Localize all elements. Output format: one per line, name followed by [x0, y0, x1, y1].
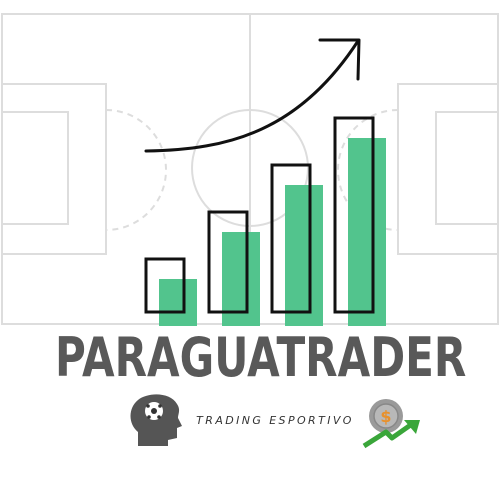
bar-chart [144, 116, 386, 326]
brand-name: PARAGUATRADER [55, 326, 467, 389]
svg-text:$: $ [380, 407, 391, 426]
dollar-coin-with-rising-arrow-icon: $ [362, 399, 420, 449]
bar-outline-2 [207, 210, 249, 314]
trend-arrow-icon [144, 38, 361, 153]
bar-outline-3 [270, 163, 312, 314]
bar-outline-1 [144, 257, 186, 314]
bar-fill-1 [159, 279, 197, 326]
bar-fill-3 [285, 185, 323, 326]
bar-outline-4 [333, 116, 375, 314]
head-with-soccer-ball-icon [130, 394, 182, 446]
bar-fill-4 [348, 138, 386, 326]
bar-fill-2 [222, 232, 260, 326]
tagline: TRADING ESPORTIVO [196, 414, 354, 427]
